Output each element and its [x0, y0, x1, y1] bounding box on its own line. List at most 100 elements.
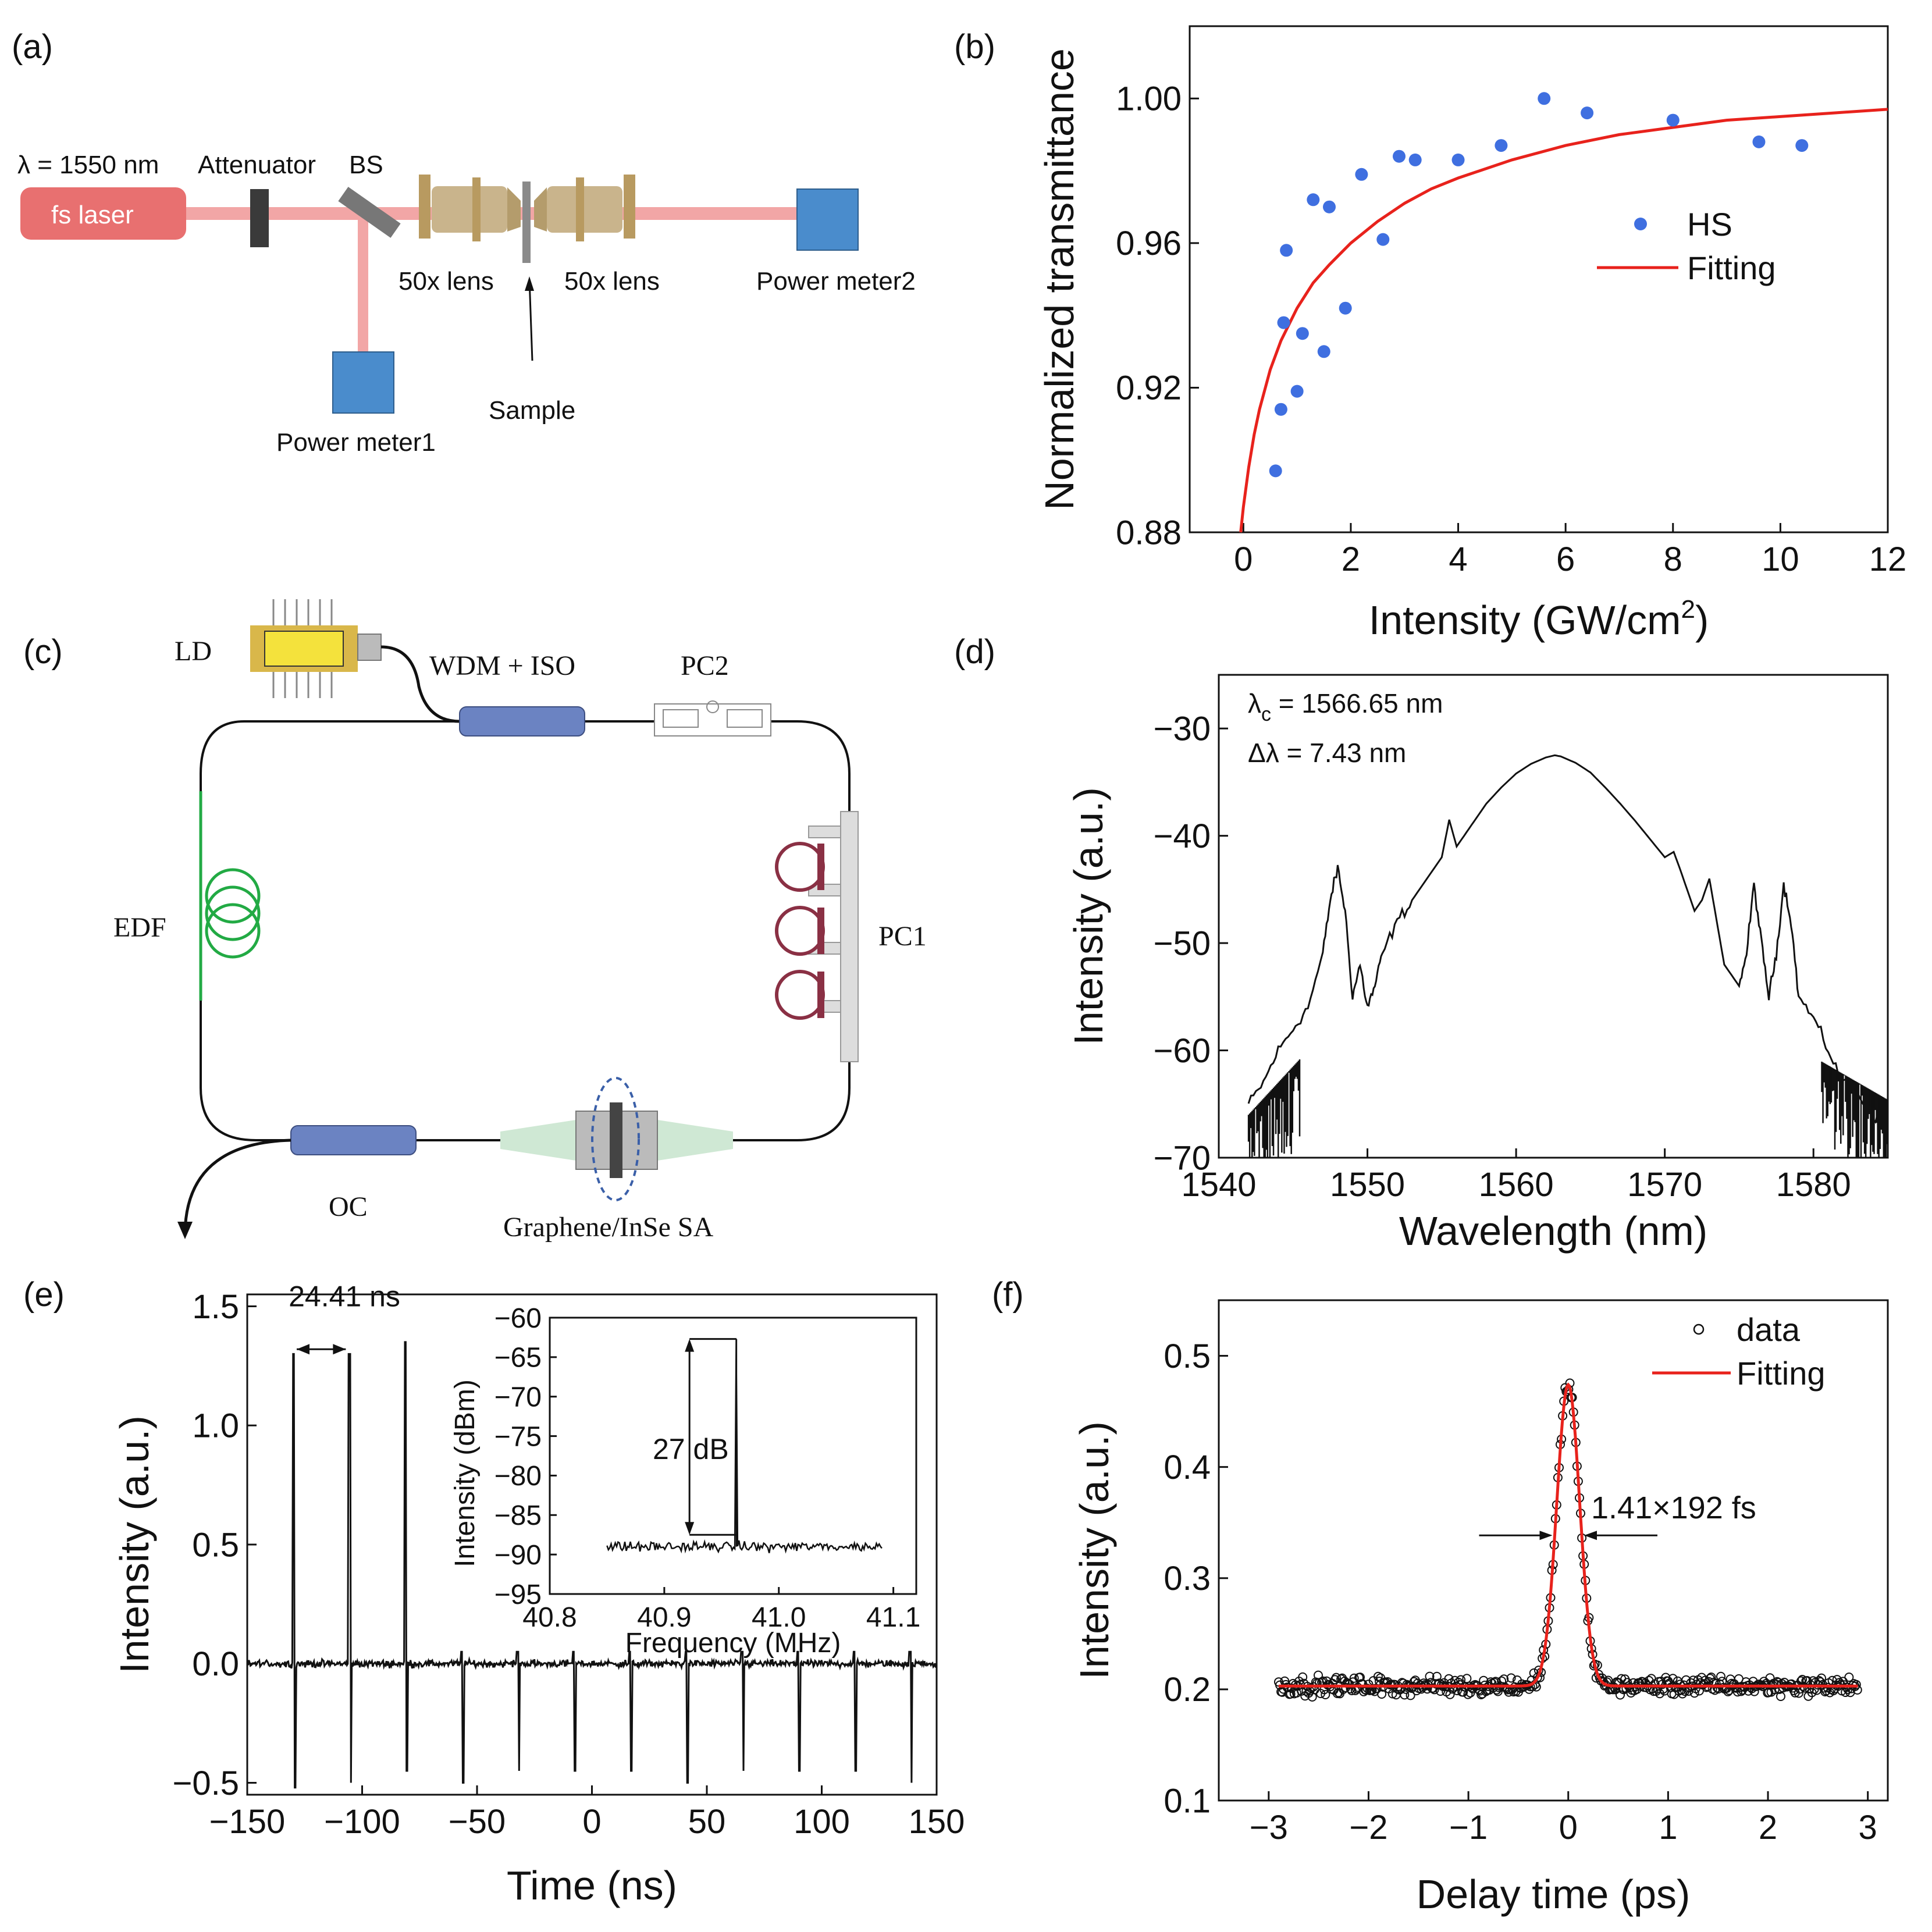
sample-arrow: [528, 279, 533, 361]
panel-b-ticks: 0 2 4 6 8 10 12 0.88 0.92 0.96 1.00: [1116, 80, 1906, 578]
panel-b-xlabel-sup: 2: [1681, 595, 1695, 624]
pc1-controller: [775, 811, 859, 1062]
x-tick-label: −50: [449, 1803, 506, 1841]
lens1-label: 50x lens: [399, 267, 494, 296]
y-tick-label: −95: [494, 1579, 542, 1610]
data-point: [1406, 1691, 1415, 1700]
hs-point: [1581, 106, 1594, 120]
objective-lens-2: [534, 175, 635, 241]
inset-ticks: 40.8 40.9 41.0 41.1 −95 −90 −85 −80 −75 −70 −65 −60: [494, 1303, 921, 1633]
y-tick-label: 0.2: [1164, 1671, 1211, 1709]
hs-point: [1408, 153, 1422, 166]
panel-b-xlabel: Intensity (GW/cm2): [1369, 595, 1709, 643]
data-point: [1462, 1674, 1472, 1684]
panel-f-ticks: −3 −2 −1 0 1 2 3 0.1 0.2 0.3 0.4 0.5: [1164, 1337, 1877, 1846]
panel-f-xlabel: Delay time (ps): [1417, 1871, 1691, 1917]
hs-point: [1376, 233, 1390, 246]
sa-label: Graphene/InSe SA: [503, 1212, 714, 1243]
panel-f-plot-frame: [1218, 1299, 1889, 1802]
y-tick-label: 1.0: [192, 1407, 239, 1445]
x-tick-label: 1: [1659, 1809, 1677, 1846]
data-point: [1334, 1688, 1343, 1698]
data-point: [1706, 1673, 1716, 1682]
y-tick-label: 0.0: [192, 1645, 239, 1683]
edf-label: EDF: [113, 912, 166, 943]
panel-e-ylabel: Intensity (a.u.): [112, 1415, 157, 1674]
data-point: [1531, 1682, 1541, 1692]
data-point: [1776, 1692, 1785, 1701]
legend-hs-marker: [1634, 218, 1647, 230]
data-point: [1407, 1684, 1417, 1693]
panel-d-xlabel: Wavelength (nm): [1399, 1208, 1707, 1254]
legend-hs-label: HS: [1687, 206, 1732, 243]
panel-b-xlabel-main: Intensity (GW/cm: [1369, 597, 1681, 643]
hs-point: [1355, 168, 1368, 181]
x-tick-label: 0: [582, 1803, 601, 1841]
inset-plot-frame: [549, 1317, 917, 1595]
y-tick-label: 0.5: [192, 1526, 239, 1564]
panel-f-legend: data Fitting: [1652, 1311, 1826, 1392]
x-tick-label: 3: [1859, 1809, 1877, 1846]
x-tick-label: 2: [1342, 540, 1360, 578]
data-point: [1400, 1690, 1410, 1700]
fs-laser-label: fs laser: [51, 201, 134, 229]
laser-diode: [250, 599, 382, 698]
x-tick-label: 4: [1449, 540, 1467, 578]
rf-spectrum-line: [606, 1339, 883, 1554]
panel-b-fit: [1239, 108, 1888, 533]
y-tick-label: −65: [494, 1343, 542, 1374]
panel-c-label: (c): [23, 633, 63, 671]
panel-d-plot-frame: [1218, 674, 1889, 1159]
x-tick-label: 1570: [1627, 1166, 1702, 1204]
x-tick-label: −2: [1349, 1809, 1387, 1846]
x-tick-label: 40.9: [637, 1602, 691, 1633]
hs-point: [1666, 113, 1680, 127]
data-point: [1286, 1689, 1296, 1699]
objective-lens-1: [419, 175, 521, 241]
data-point: [1836, 1680, 1845, 1689]
bandwidth-annotation: Δλ = 7.43 nm: [1248, 738, 1406, 768]
y-tick-label: 0.3: [1164, 1560, 1211, 1597]
center-wavelength-subscript: c: [1261, 703, 1271, 725]
sample-label: Sample: [489, 396, 575, 425]
saturable-absorber: [500, 1077, 733, 1201]
data-point: [1506, 1673, 1516, 1683]
data-point: [1711, 1679, 1721, 1689]
hs-point: [1307, 193, 1320, 207]
data-point: [1377, 1689, 1387, 1699]
hs-point: [1451, 153, 1465, 166]
y-tick-label: 1.00: [1116, 80, 1182, 118]
oc-label: OC: [329, 1191, 368, 1222]
panel-b-plot-frame: [1189, 25, 1889, 533]
x-tick-label: 40.8: [522, 1602, 577, 1633]
y-tick-label: 0.5: [1164, 1337, 1211, 1375]
panel-b-points: [1269, 92, 1809, 478]
data-point: [1716, 1671, 1725, 1681]
panel-b-label: (b): [954, 28, 995, 66]
panel-e-ticks: −150 −100 −50 0 50 100 150 −0.5 0.0 0.5 1.0 1.5: [173, 1288, 965, 1841]
y-tick-label: −0.5: [173, 1764, 240, 1802]
data-point: [1787, 1679, 1796, 1689]
data-point: [1425, 1671, 1435, 1681]
panel-b-ylabel: Normalized transmittance: [1037, 48, 1082, 510]
inset-xlabel: Frequency (MHz): [625, 1628, 841, 1659]
data-point: [1817, 1673, 1826, 1683]
y-tick-label: 0.4: [1164, 1449, 1211, 1486]
x-tick-label: 0: [1234, 540, 1253, 578]
panel-b-legend: HS Fitting: [1597, 206, 1776, 286]
panel-e-xlabel: Time (ns): [507, 1863, 677, 1908]
center-wavelength-value: = 1566.65 nm: [1271, 688, 1443, 718]
power-meter-2: [796, 188, 859, 251]
hs-point: [1269, 464, 1282, 478]
x-tick-label: −1: [1449, 1809, 1488, 1846]
x-tick-label: 41.1: [866, 1602, 920, 1633]
y-tick-label: −60: [1154, 1032, 1211, 1070]
data-point: [1689, 1688, 1699, 1698]
sample-arrowhead: [525, 276, 534, 291]
x-tick-label: 1550: [1330, 1166, 1405, 1204]
y-tick-label: 0.1: [1164, 1782, 1211, 1820]
data-point: [1298, 1672, 1308, 1682]
wavelength-label: λ = 1550 nm: [17, 151, 159, 179]
hs-point: [1393, 150, 1406, 163]
